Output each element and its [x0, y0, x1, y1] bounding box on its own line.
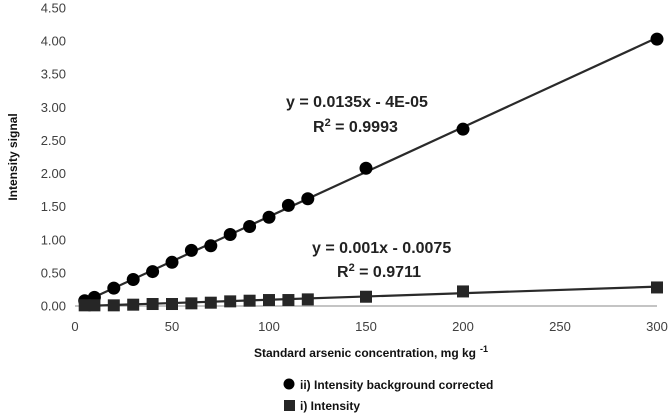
y-tick-label: 0.00 — [41, 299, 66, 314]
y-tick-label: 0.50 — [41, 265, 66, 280]
x-tick-label: 250 — [549, 319, 571, 334]
equation-series-ii: y = 0.0135x - 4E-05 — [286, 94, 428, 111]
y-tick-label: 3.50 — [41, 67, 66, 82]
data-point-square — [146, 298, 159, 311]
y-tick-label: 4.00 — [41, 34, 66, 49]
legend: ii) Intensity background corrected i) Int… — [283, 378, 493, 413]
r-squared-prefix: R — [313, 119, 325, 136]
data-point-circle — [359, 161, 373, 175]
data-point-circle — [456, 122, 470, 136]
data-point-square — [243, 294, 256, 307]
data-point-circle — [301, 192, 315, 206]
x-axis-title: Standard arsenic concentration, mg kg -1 — [254, 344, 488, 360]
legend-label-series-i: i) Intensity — [300, 399, 360, 413]
x-tick-label: 200 — [452, 319, 474, 334]
x-tick-label: 100 — [258, 319, 280, 334]
y-axis-title: Intensity signal — [6, 113, 20, 200]
x-tick-label: 50 — [165, 319, 179, 334]
data-point-square — [263, 294, 275, 307]
y-tick-label: 3.00 — [41, 100, 66, 115]
r-squared-prefix: R — [337, 264, 349, 281]
x-tick-label: 300 — [646, 319, 668, 334]
legend-marker-square — [284, 400, 295, 411]
r-squared-sup: 2 — [325, 117, 331, 129]
data-point-circle — [107, 281, 121, 295]
x-tick-label: 150 — [355, 319, 377, 334]
legend-label-series-ii: ii) Intensity background corrected — [300, 378, 493, 392]
y-tick-label: 4.50 — [41, 1, 66, 16]
data-point-square — [185, 297, 198, 310]
r-squared-value: = 0.9993 — [331, 119, 398, 136]
data-point-square — [88, 299, 101, 312]
data-point-circle — [650, 32, 664, 46]
data-point-circle — [243, 220, 257, 234]
legend-marker-circle — [283, 378, 295, 390]
data-point-square — [224, 295, 237, 308]
equation-series-i: y = 0.001x - 0.0075 — [312, 240, 451, 257]
x-tick-label: 0 — [71, 319, 78, 334]
data-point-square — [127, 298, 140, 311]
data-point-circle — [223, 227, 237, 241]
y-tick-label: 1.50 — [41, 199, 66, 214]
data-point-square — [651, 281, 663, 294]
data-point-square — [204, 296, 217, 309]
data-point-circle — [126, 273, 140, 287]
data-point-circle — [204, 239, 218, 253]
data-point-square — [78, 299, 91, 312]
y-axis-ticks: 0.00 0.50 1.00 1.50 2.00 2.50 3.00 3.50 4.00 4.50 — [41, 1, 66, 314]
x-axis-title-sup: -1 — [480, 344, 488, 354]
data-point-square — [301, 293, 314, 306]
data-point-circle — [146, 265, 160, 279]
data-points — [78, 32, 664, 312]
r-squared-sup: 2 — [349, 262, 355, 274]
y-tick-label: 1.00 — [41, 232, 66, 247]
data-point-square — [282, 294, 295, 307]
data-point-circle — [165, 255, 179, 269]
r-squared-series-ii: R2 = 0.9993 — [313, 117, 398, 136]
data-point-square — [457, 285, 469, 298]
r-squared-value: = 0.9711 — [355, 264, 421, 281]
data-point-circle — [262, 210, 276, 224]
data-point-square — [166, 298, 178, 311]
data-point-square — [107, 299, 120, 312]
x-axis-title-main: Standard arsenic concentration, mg kg — [254, 346, 476, 360]
y-tick-label: 2.00 — [41, 166, 66, 181]
r-squared-series-i: R2 = 0.9711 — [337, 262, 421, 281]
data-point-circle — [184, 243, 198, 257]
data-point-square — [360, 290, 372, 303]
data-point-circle — [281, 198, 295, 212]
y-tick-label: 2.50 — [41, 133, 66, 148]
x-axis-ticks: 0 50 100 150 200 250 300 — [71, 319, 667, 334]
